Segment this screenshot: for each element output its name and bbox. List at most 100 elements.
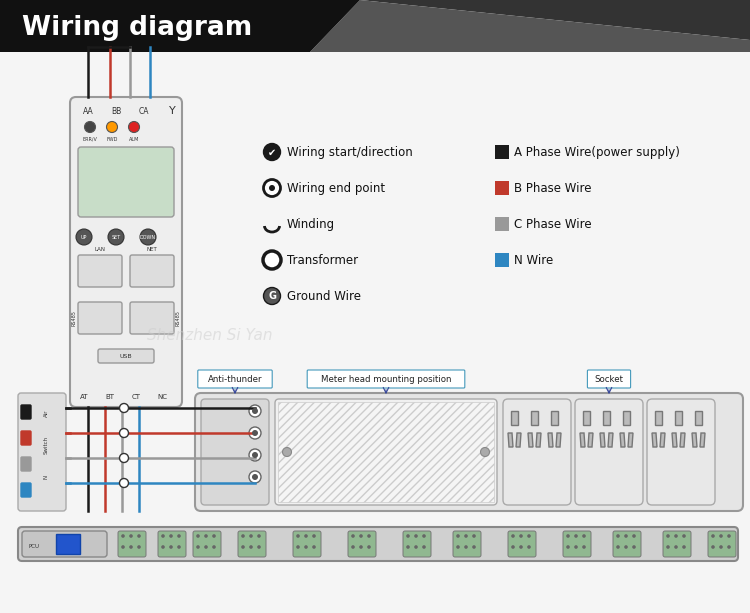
Circle shape (711, 534, 715, 538)
Circle shape (616, 534, 620, 538)
Circle shape (359, 545, 363, 549)
Text: RS485: RS485 (71, 310, 76, 326)
Circle shape (252, 474, 258, 480)
Bar (495, 253, 509, 267)
Text: ERR/V: ERR/V (82, 137, 98, 142)
Bar (695, 411, 702, 425)
Circle shape (204, 545, 208, 549)
FancyBboxPatch shape (78, 147, 174, 217)
FancyBboxPatch shape (308, 370, 465, 388)
Text: BB: BB (111, 107, 122, 115)
Circle shape (456, 545, 460, 549)
Text: Winding: Winding (287, 218, 335, 230)
Circle shape (129, 545, 133, 549)
Circle shape (422, 534, 426, 538)
Polygon shape (310, 0, 750, 52)
Circle shape (682, 534, 686, 538)
Circle shape (177, 534, 181, 538)
Circle shape (252, 408, 258, 414)
Circle shape (422, 545, 426, 549)
Circle shape (464, 534, 468, 538)
Bar (675, 411, 682, 425)
Polygon shape (700, 433, 705, 447)
Text: Shenzhen Si Yan: Shenzhen Si Yan (147, 327, 273, 343)
FancyBboxPatch shape (275, 399, 497, 505)
Text: Y: Y (169, 106, 176, 116)
Circle shape (196, 534, 200, 538)
Circle shape (296, 545, 300, 549)
Bar (655, 411, 662, 425)
Circle shape (170, 545, 172, 549)
Circle shape (574, 534, 578, 538)
Bar (531, 411, 538, 425)
Circle shape (242, 534, 244, 538)
Bar (56, 534, 80, 554)
Circle shape (368, 534, 370, 538)
FancyBboxPatch shape (198, 370, 272, 388)
Circle shape (196, 545, 200, 549)
Circle shape (304, 545, 307, 549)
Polygon shape (628, 433, 633, 447)
Circle shape (414, 545, 418, 549)
Text: A Phase Wire(power supply): A Phase Wire(power supply) (514, 145, 680, 159)
Bar (495, 181, 509, 195)
Text: Air: Air (44, 409, 49, 417)
Bar (495, 145, 509, 159)
Text: FWD: FWD (106, 137, 118, 142)
FancyBboxPatch shape (118, 531, 146, 557)
Polygon shape (588, 433, 593, 447)
Bar (603, 411, 610, 425)
Polygon shape (536, 433, 541, 447)
Circle shape (674, 534, 678, 538)
Bar (495, 217, 509, 231)
Polygon shape (652, 433, 657, 447)
Bar (583, 411, 590, 425)
Circle shape (674, 545, 678, 549)
Circle shape (249, 534, 253, 538)
Circle shape (616, 545, 620, 549)
Text: Switch: Switch (44, 436, 49, 454)
Polygon shape (556, 433, 561, 447)
Circle shape (122, 545, 124, 549)
FancyBboxPatch shape (22, 531, 107, 557)
Polygon shape (508, 433, 513, 447)
FancyBboxPatch shape (78, 302, 122, 334)
Circle shape (257, 534, 261, 538)
Text: NC: NC (157, 394, 167, 400)
Circle shape (140, 229, 156, 245)
Circle shape (212, 545, 216, 549)
Circle shape (212, 534, 216, 538)
Circle shape (414, 534, 418, 538)
FancyBboxPatch shape (563, 531, 591, 557)
Text: USB: USB (120, 354, 132, 359)
Circle shape (527, 545, 531, 549)
Circle shape (632, 534, 636, 538)
FancyBboxPatch shape (647, 399, 715, 505)
FancyBboxPatch shape (193, 531, 221, 557)
Circle shape (728, 545, 730, 549)
Circle shape (249, 427, 261, 439)
Text: Anti-thunder: Anti-thunder (208, 375, 262, 384)
Text: Wiring diagram: Wiring diagram (22, 15, 252, 41)
Circle shape (106, 121, 118, 132)
FancyBboxPatch shape (293, 531, 321, 557)
Text: Ground Wire: Ground Wire (287, 289, 361, 302)
Polygon shape (680, 433, 685, 447)
FancyBboxPatch shape (98, 349, 154, 363)
Circle shape (719, 534, 723, 538)
Text: UP: UP (81, 235, 87, 240)
Text: Socket: Socket (595, 375, 623, 384)
Circle shape (566, 534, 570, 538)
Circle shape (76, 229, 92, 245)
Circle shape (177, 545, 181, 549)
Text: PCU: PCU (28, 544, 39, 549)
Polygon shape (548, 433, 553, 447)
Circle shape (119, 428, 128, 438)
FancyBboxPatch shape (587, 370, 631, 388)
Circle shape (527, 534, 531, 538)
FancyBboxPatch shape (575, 399, 643, 505)
FancyBboxPatch shape (201, 399, 269, 505)
Circle shape (456, 534, 460, 538)
Circle shape (464, 545, 468, 549)
Text: ✔: ✔ (268, 148, 276, 158)
